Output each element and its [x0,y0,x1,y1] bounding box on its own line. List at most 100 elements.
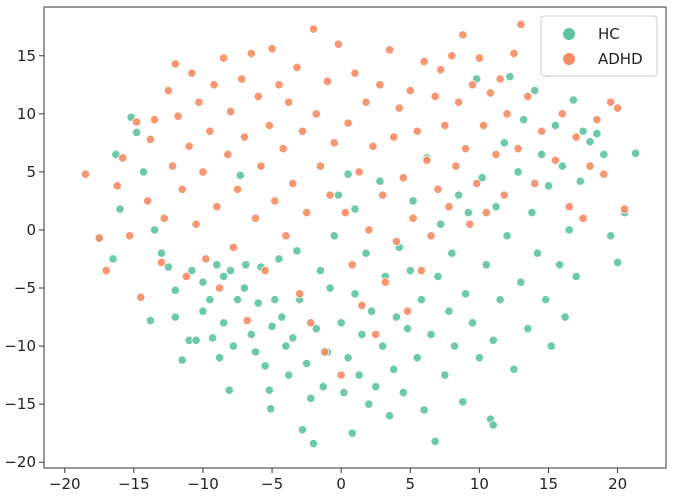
point-hc [235,170,245,180]
point-adhd [557,109,567,119]
point-hc [339,387,349,398]
point-hc [402,324,413,334]
point-hc [260,361,270,371]
point-hc [474,353,484,363]
point-adhd [530,178,540,189]
point-hc [364,399,374,409]
point-hc [546,341,556,351]
point-hc [398,387,408,398]
point-adhd [306,318,316,328]
point-adhd [451,161,461,171]
point-adhd [361,97,371,107]
point-adhd [297,126,308,136]
point-hc [264,385,274,395]
point-hc [138,167,149,177]
point-hc [277,312,287,322]
point-adhd [467,80,478,90]
point-adhd [440,120,450,131]
point-adhd [270,196,280,206]
point-hc [519,115,529,125]
point-adhd [205,126,215,136]
point-adhd [237,74,247,84]
point-hc [163,262,173,272]
point-adhd [394,103,404,113]
point-hc [156,248,167,258]
point-hc [606,231,616,241]
point-hc [306,393,316,403]
point-adhd [145,134,156,144]
point-adhd [343,118,353,128]
point-adhd [333,39,344,49]
point-adhd [315,161,326,171]
point-hc [250,347,261,357]
point-hc [297,425,308,435]
point-adhd [267,44,277,54]
point-adhd [550,155,561,165]
point-adhd [389,132,399,142]
point-adhd [585,161,595,171]
point-adhd [426,231,436,241]
point-hc [228,341,238,351]
point-adhd [173,111,183,121]
x-tick-label: 20 [608,475,627,493]
point-hc [371,382,381,392]
legend-label-hc: HC [598,25,620,43]
point-hc [509,364,519,374]
point-adhd [481,207,491,218]
point-adhd [319,347,330,357]
point-adhd [391,236,402,247]
point-hc [389,364,399,374]
point-adhd [239,132,250,142]
point-adhd [170,59,180,69]
point-hc [198,277,208,287]
point-hc [505,72,515,82]
point-adhd [357,300,367,311]
point-adhd [136,292,146,302]
point-hc [170,285,180,295]
y-tick-label: 15 [17,47,36,65]
point-hc [530,86,540,96]
point-adhd [408,213,418,223]
point-hc [571,271,581,282]
point-hc [267,321,277,331]
point-adhd [606,97,616,107]
point-adhd [212,202,222,212]
point-hc [354,370,364,380]
point-hc [536,149,547,160]
point-adhd [250,213,261,223]
point-adhd [228,242,238,252]
point-adhd [112,181,122,191]
point-adhd [347,260,357,270]
point-hc [550,120,561,131]
point-hc [454,190,464,200]
point-adhd [447,51,457,61]
point-adhd [354,167,364,177]
point-hc [433,271,443,282]
point-adhd [419,56,429,67]
point-hc [357,329,367,340]
data-points [80,19,641,449]
point-hc [532,248,543,258]
point-adhd [340,207,350,218]
point-hc [460,289,471,299]
y-tick-label: −5 [14,279,36,297]
point-adhd [384,45,395,55]
point-adhd [223,149,233,160]
point-hc [253,298,263,308]
point-hc [347,428,357,438]
point-adhd [350,68,360,78]
point-adhd [436,65,446,75]
point-hc [463,207,473,218]
point-hc [108,254,118,264]
point-adhd [284,97,294,107]
point-adhd [125,231,135,241]
x-tick-label: 15 [539,475,558,493]
point-hc [246,329,256,340]
y-tick-label: −10 [4,337,36,355]
point-adhd [325,190,335,200]
point-hc [495,295,505,305]
point-adhd [523,91,533,102]
point-adhd [571,132,581,142]
point-adhd [187,68,197,78]
